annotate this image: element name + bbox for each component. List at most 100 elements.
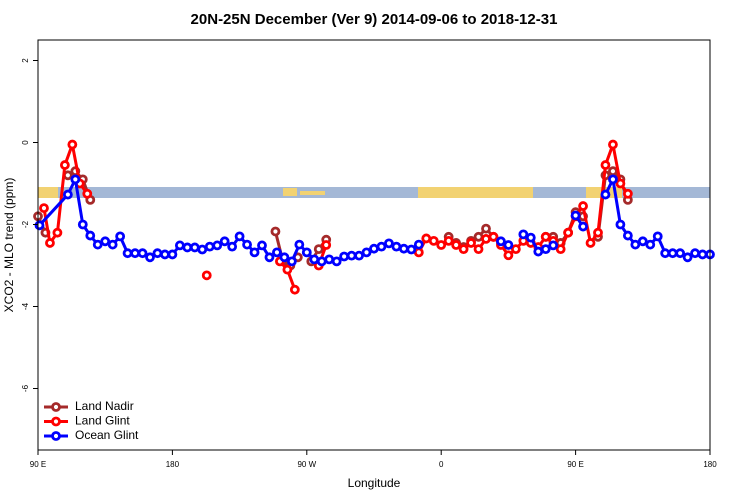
data-point bbox=[160, 249, 170, 260]
data-point bbox=[473, 244, 484, 255]
data-point bbox=[637, 236, 648, 247]
data-point bbox=[122, 248, 133, 259]
data-point bbox=[570, 210, 581, 221]
data-point bbox=[204, 241, 215, 252]
data-point bbox=[70, 174, 81, 185]
data-point bbox=[62, 189, 73, 200]
data-point bbox=[503, 240, 514, 250]
data-point bbox=[540, 231, 551, 242]
data-point bbox=[675, 248, 686, 259]
legend-swatch bbox=[51, 416, 61, 427]
data-point bbox=[257, 240, 267, 251]
data-point bbox=[496, 236, 506, 247]
data-point bbox=[197, 244, 208, 255]
data-point bbox=[201, 270, 212, 281]
y-axis-label: XCO2 - MLO trend (ppm) bbox=[2, 178, 16, 313]
data-point bbox=[279, 252, 290, 263]
data-point bbox=[282, 264, 293, 275]
data-point bbox=[645, 239, 656, 250]
y-tick-label: -2 bbox=[21, 220, 30, 228]
data-point bbox=[313, 244, 324, 255]
data-point bbox=[578, 221, 588, 232]
data-point bbox=[272, 247, 282, 258]
data-point bbox=[309, 254, 320, 265]
data-point bbox=[608, 174, 618, 185]
data-point bbox=[331, 256, 342, 267]
data-point bbox=[682, 252, 693, 263]
data-point bbox=[503, 250, 514, 261]
data-point bbox=[174, 240, 185, 251]
data-point bbox=[660, 248, 671, 259]
data-point bbox=[52, 227, 63, 238]
data-point bbox=[316, 256, 327, 267]
y-tick-label: 0 bbox=[21, 140, 30, 145]
x-tick-label: 0 bbox=[439, 460, 444, 469]
data-point bbox=[107, 239, 118, 250]
data-point bbox=[667, 248, 678, 259]
data-point bbox=[77, 219, 88, 230]
data-point bbox=[82, 188, 93, 199]
data-point bbox=[189, 242, 200, 253]
data-point bbox=[615, 178, 626, 189]
chart-title: 20N-25N December (Ver 9) 2014-09-06 to 2… bbox=[191, 11, 558, 28]
data-point bbox=[488, 231, 499, 242]
x-tick-label: 90 E bbox=[30, 460, 46, 469]
data-point bbox=[466, 238, 476, 248]
data-point bbox=[600, 189, 611, 200]
data-point bbox=[321, 240, 332, 250]
data-point bbox=[398, 243, 409, 254]
data-point bbox=[324, 254, 335, 265]
x-tick-label: 180 bbox=[166, 460, 180, 469]
x-tick-label: 180 bbox=[703, 460, 717, 469]
data-point bbox=[451, 240, 462, 250]
data-point bbox=[227, 241, 238, 252]
data-point bbox=[690, 248, 700, 259]
legend-label: Ocean Glint bbox=[75, 428, 139, 442]
legend-swatch bbox=[51, 402, 61, 412]
data-point bbox=[234, 231, 245, 242]
data-point bbox=[167, 249, 178, 260]
y-tick-label: -4 bbox=[21, 302, 30, 310]
data-point bbox=[421, 233, 432, 244]
data-point bbox=[540, 244, 551, 255]
data-point bbox=[384, 238, 394, 249]
data-point bbox=[264, 252, 275, 263]
data-point bbox=[608, 166, 618, 177]
data-point bbox=[630, 239, 641, 250]
data-point bbox=[249, 247, 260, 258]
data-point bbox=[533, 246, 544, 257]
data-point bbox=[34, 220, 45, 231]
data-point bbox=[39, 203, 49, 214]
data-point bbox=[85, 230, 96, 241]
data-point bbox=[182, 242, 193, 253]
legend-label: Land Nadir bbox=[75, 399, 134, 413]
data-point bbox=[270, 226, 281, 237]
data-point bbox=[361, 247, 372, 258]
data-point bbox=[481, 223, 491, 234]
data-point bbox=[443, 235, 454, 246]
data-point bbox=[428, 235, 439, 246]
data-point bbox=[294, 239, 305, 250]
data-point bbox=[600, 160, 611, 170]
data-point bbox=[525, 232, 536, 243]
data-point bbox=[219, 236, 230, 247]
data-point bbox=[413, 239, 424, 250]
data-point bbox=[289, 284, 300, 295]
data-point bbox=[130, 248, 140, 259]
data-point bbox=[59, 160, 70, 170]
data-point bbox=[458, 244, 469, 255]
data-point bbox=[593, 227, 603, 238]
y-tick-label: 2 bbox=[21, 58, 30, 63]
series-line bbox=[42, 143, 630, 291]
data-point bbox=[622, 230, 633, 241]
data-point bbox=[137, 248, 148, 259]
data-point bbox=[473, 231, 484, 242]
data-point bbox=[92, 239, 103, 250]
data-point bbox=[339, 251, 350, 262]
data-point bbox=[354, 250, 364, 261]
data-point bbox=[67, 139, 78, 150]
legend-swatch bbox=[51, 431, 61, 441]
data-point bbox=[436, 240, 447, 250]
data-point bbox=[391, 241, 402, 252]
